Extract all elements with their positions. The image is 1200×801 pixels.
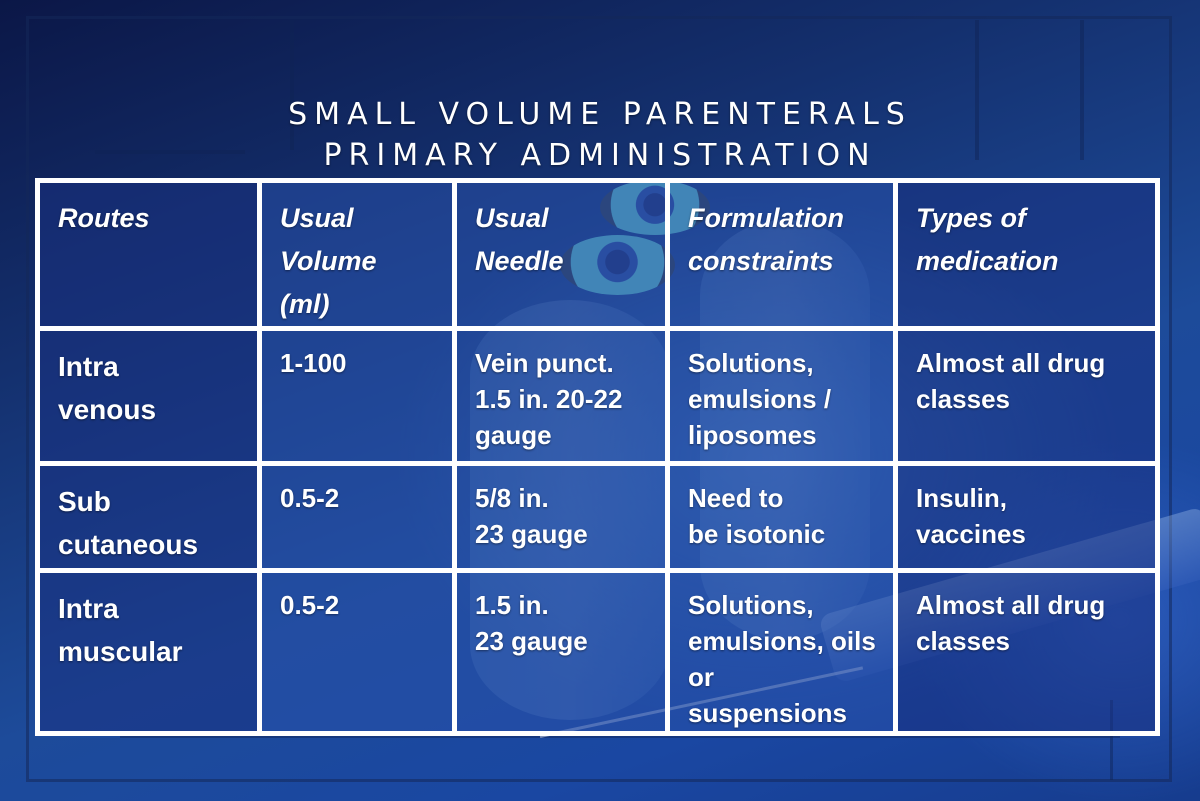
header-routes: Routes [35,178,262,331]
table-row: Intra venous 1-100 Vein punct. 1.5 in. 2… [35,326,1160,466]
header-usual-volume: Usual Volume (ml) [257,178,457,331]
cell-route: Sub cutaneous [35,461,262,573]
cell-route: Intra muscular [35,568,262,736]
title-line-1: SMALL VOLUME PARENTERALS [288,97,912,133]
header-types-of-medication: Types of medication [893,178,1160,331]
cell-medication: Almost all drug classes [893,326,1160,466]
parenterals-table: Routes Usual Volume (ml) Usual Needle Fo… [35,178,1160,736]
cell-volume: 0.5-2 [257,461,457,573]
cell-constraints: Need to be isotonic [665,461,898,573]
cell-needle: 5/8 in. 23 gauge [452,461,670,573]
table-header-row: Routes Usual Volume (ml) Usual Needle Fo… [35,178,1160,331]
table-row: Sub cutaneous 0.5-2 5/8 in. 23 gauge Nee… [35,461,1160,573]
cell-route: Intra venous [35,326,262,466]
cell-needle: Vein punct. 1.5 in. 20-22 gauge [452,326,670,466]
cell-volume: 0.5-2 [257,568,457,736]
cell-constraints: Solutions, emulsions / liposomes [665,326,898,466]
cell-constraints: Solutions, emulsions, oils or suspension… [665,568,898,736]
cell-volume: 1-100 [257,326,457,466]
cell-needle: 1.5 in. 23 gauge [452,568,670,736]
title-line-2: PRIMARY ADMINISTRATION [323,138,877,174]
header-formulation-constraints: Formulation constraints [665,178,898,331]
cell-medication: Insulin, vaccines [893,461,1160,573]
cell-medication: Almost all drug classes [893,568,1160,736]
table-row: Intra muscular 0.5-2 1.5 in. 23 gauge So… [35,568,1160,736]
header-usual-needle: Usual Needle [452,178,670,331]
